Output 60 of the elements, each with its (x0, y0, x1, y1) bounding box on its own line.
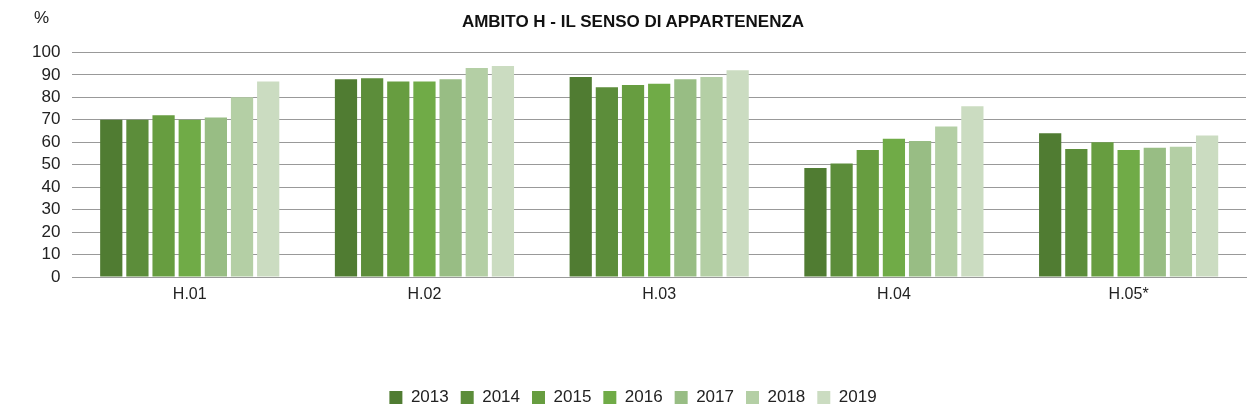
bar (413, 81, 436, 277)
bar (1195, 135, 1219, 277)
y-tick-label: 10 (41, 244, 61, 264)
x-tick-label: H.01 (172, 285, 207, 303)
bar (100, 119, 123, 277)
y-tick-label: 30 (41, 199, 61, 219)
bar (1169, 146, 1193, 277)
bar (257, 81, 280, 277)
y-tick-label: 80 (41, 87, 61, 107)
bar (1117, 150, 1140, 277)
bar (935, 126, 958, 277)
y-tick-label: 40 (41, 176, 61, 196)
x-tick-label: H.04 (877, 285, 911, 303)
y-tick-label: 100 (31, 42, 61, 62)
bar (126, 119, 149, 277)
x-tick-label: H.05* (1108, 285, 1149, 303)
legend-label: 2013 (410, 387, 449, 407)
bar (178, 119, 201, 277)
bar (882, 138, 906, 277)
bar (648, 83, 671, 277)
bar (491, 65, 515, 277)
y-tick-label: 70 (41, 109, 61, 129)
bar (804, 168, 827, 277)
x-tick-label: H.02 (407, 285, 442, 303)
bar (1065, 148, 1088, 277)
bar (230, 97, 254, 277)
bar (908, 141, 932, 277)
legend-label: 2018 (767, 387, 806, 407)
bar (334, 79, 358, 277)
bar (1039, 133, 1062, 277)
bar (830, 163, 853, 277)
bar (387, 81, 410, 277)
bar (674, 79, 697, 277)
y-axis-title: % (34, 8, 50, 28)
bar (856, 150, 879, 277)
y-tick-label: 90 (41, 64, 61, 84)
x-tick-label: H.03 (642, 285, 677, 303)
legend-label: 2019 (838, 387, 877, 407)
bar (204, 117, 227, 277)
bar (439, 79, 462, 277)
y-tick-label: 60 (41, 131, 61, 151)
bar (700, 77, 723, 277)
bar (726, 70, 749, 277)
legend-label: 2016 (624, 387, 663, 407)
bar (569, 77, 592, 277)
bar (152, 115, 175, 277)
legend-label: 2014 (482, 387, 521, 407)
bar (1143, 147, 1166, 277)
bar (361, 78, 384, 277)
y-tick-label: 0 (50, 266, 61, 286)
bar (961, 106, 984, 277)
y-tick-label: 20 (41, 221, 61, 241)
bar (595, 87, 618, 277)
bar (621, 84, 645, 277)
bar (1091, 142, 1114, 277)
bar (465, 68, 488, 277)
legend-label: 2015 (553, 387, 592, 407)
y-tick-label: 50 (41, 154, 61, 174)
legend-label: 2017 (696, 387, 734, 407)
chart-title: AMBITO H - IL SENSO DI APPARTENENZA (461, 11, 805, 31)
